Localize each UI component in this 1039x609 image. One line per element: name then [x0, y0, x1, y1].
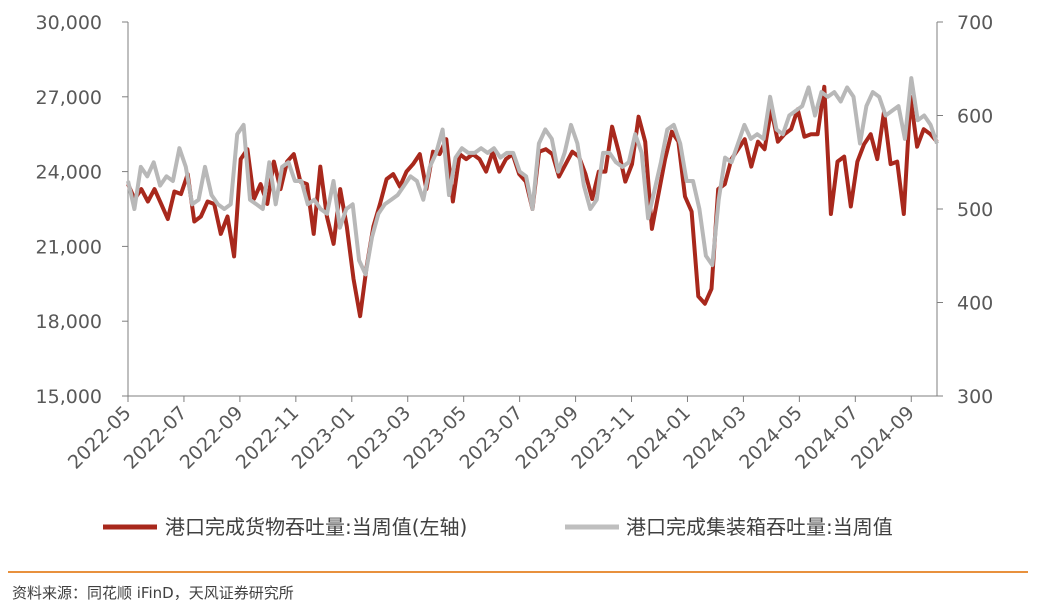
- right-tick-label: 400: [957, 293, 993, 315]
- tick-labels: 15,000 18,000 21,000 24,000 27,000 30,000 300 4…: [36, 12, 994, 474]
- source-note: 资料来源：同花顺 iFinD，天风证券研究所: [12, 584, 294, 602]
- legend: 港口完成货物吞吐量:当周值(左轴) 港口完成集装箱吞吐量:当周值: [103, 515, 893, 539]
- axes: [122, 21, 943, 402]
- right-tick-label: 700: [957, 12, 993, 34]
- footer-rule: [8, 571, 1028, 573]
- right-tick-label: 300: [957, 386, 993, 408]
- right-tick-label: 500: [957, 199, 993, 221]
- left-tick-label: 30,000: [36, 12, 102, 34]
- left-tick-label: 24,000: [36, 162, 102, 184]
- series-line-container: [126, 76, 939, 277]
- legend-label-container: 港口完成集装箱吞吐量:当周值: [626, 515, 893, 539]
- right-tick-label: 600: [957, 106, 993, 128]
- left-tick-label: 18,000: [36, 311, 102, 333]
- series-lines: [126, 76, 939, 319]
- left-tick-label: 15,000: [36, 386, 102, 408]
- left-tick-label: 27,000: [36, 87, 102, 109]
- left-tick-label: 21,000: [36, 236, 102, 258]
- legend-label-cargo: 港口完成货物吞吐量:当周值(左轴): [165, 515, 467, 539]
